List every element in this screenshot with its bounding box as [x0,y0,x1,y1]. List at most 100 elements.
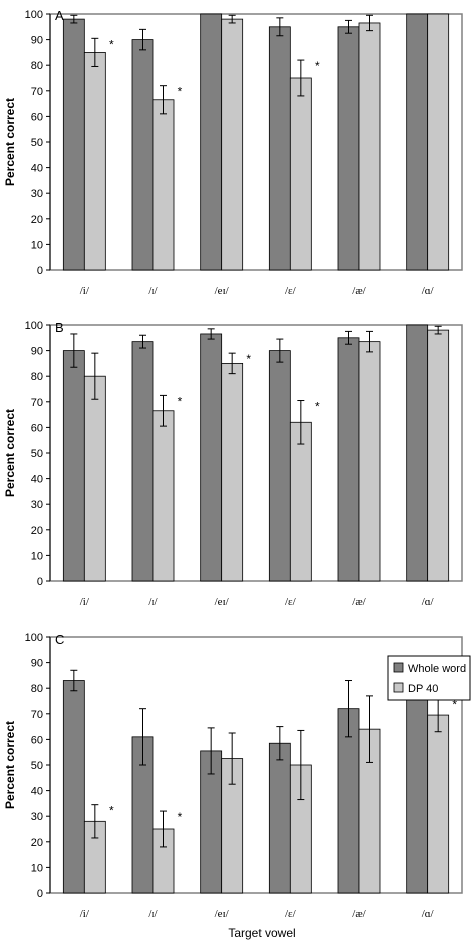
panel-label: B [55,320,64,335]
bar-whole-word [406,686,429,894]
bar-whole-word [62,680,85,894]
bar-dp40 [83,52,106,271]
bar-whole-word [406,13,429,271]
legend-swatch-dp40 [393,682,404,693]
y-tick-label: 70 [31,86,43,98]
bar-dp40 [427,13,450,271]
panel-label: C [55,632,64,647]
x-tick-label: /eɪ/ [215,908,230,920]
y-tick-label: 40 [31,786,43,798]
x-tick-label: /ɪ/ [148,908,158,920]
y-tick-label: 10 [31,239,43,251]
bar-dp40 [427,329,450,582]
bar-dp40 [289,77,312,271]
y-tick-label: 40 [31,163,43,175]
x-tick-label: /ɑ/ [422,908,435,920]
bar-dp40 [83,375,106,582]
x-axis-label: Target vowel [228,926,295,940]
y-tick-label: 40 [31,474,43,486]
y-tick-label: 20 [31,214,43,226]
y-tick-label: 90 [31,658,43,670]
x-tick-label: /ɛ/ [285,908,297,920]
y-tick-label: 60 [31,422,43,434]
bar-dp40 [152,99,175,271]
legend-label-whole-word: Whole word [408,663,466,675]
panel-label: A [55,8,64,23]
x-tick-label: /eɪ/ [215,596,230,608]
y-tick-label: 20 [31,837,43,849]
y-tick-label: 0 [37,576,43,588]
y-tick-label: 90 [31,35,43,47]
x-tick-label: /æ/ [352,285,366,297]
bar-whole-word [337,26,360,271]
bar-whole-word [200,333,223,582]
y-tick-label: 60 [31,111,43,123]
y-tick-label: 100 [25,320,43,332]
bar-dp40 [152,410,175,582]
x-tick-label: /æ/ [352,596,366,608]
bar-dp40 [427,714,450,894]
bar-whole-word [406,324,429,582]
panel-a: 0 10 20 30 40 50 60 70 80 90 100 * /i/ * /ɪ/ /eɪ/ * /ɛ/ /æ… [3,8,463,297]
bar-whole-word [131,39,154,271]
panel-b: 0 10 20 30 40 50 60 70 80 90 100/i/ * /ɪ/ * /eɪ/ * /ɛ/ /æ… [3,320,463,608]
y-tick-label: 80 [31,371,43,383]
bar-dp40 [221,18,244,271]
bar-whole-word [337,337,360,582]
y-tick-label: 10 [31,862,43,874]
y-tick-label: 100 [25,632,43,644]
y-axis-label: Percent correct [3,409,17,497]
y-tick-label: 70 [31,709,43,721]
significance-asterisk: * [246,352,251,366]
y-tick-label: 80 [31,683,43,695]
bar-dp40 [358,22,381,271]
bar-whole-word [62,350,85,582]
bar-whole-word [268,742,291,894]
bar-whole-word [131,341,154,582]
x-tick-label: /æ/ [352,908,366,920]
x-tick-label: /i/ [80,908,90,920]
y-tick-label: 20 [31,525,43,537]
y-tick-label: 10 [31,550,43,562]
x-tick-label: /i/ [80,285,90,297]
significance-asterisk: * [315,59,320,73]
bar-dp40 [358,341,381,582]
y-tick-label: 80 [31,60,43,72]
plot-frame [49,13,463,271]
x-tick-label: /ɪ/ [148,596,158,608]
y-tick-label: 60 [31,734,43,746]
significance-asterisk: * [452,697,457,711]
bar-whole-word [268,26,291,271]
plot-frame [49,324,463,582]
significance-asterisk: * [178,394,183,408]
bar-dp40 [221,362,244,582]
y-axis-label: Percent correct [3,98,17,186]
significance-asterisk: * [109,37,114,51]
x-tick-label: /i/ [80,596,90,608]
bar-whole-word [268,350,291,582]
y-axis-label: Percent correct [3,721,17,809]
significance-asterisk: * [315,400,320,414]
y-tick-label: 30 [31,811,43,823]
legend: Whole word DP 40 [387,655,471,701]
legend-swatch-whole-word [393,662,404,673]
y-tick-label: 70 [31,397,43,409]
y-tick-label: 30 [31,188,43,200]
y-tick-label: 50 [31,448,43,460]
x-tick-label: /eɪ/ [215,285,230,297]
significance-asterisk: * [178,85,183,99]
legend-label-dp40: DP 40 [408,683,438,695]
x-tick-label: /ɛ/ [285,596,297,608]
x-tick-label: /ɪ/ [148,285,158,297]
y-tick-label: 90 [31,346,43,358]
x-tick-label: /ɛ/ [285,285,297,297]
bar-whole-word [62,18,85,271]
significance-asterisk: * [109,804,114,818]
x-tick-label: /ɑ/ [422,285,435,297]
significance-asterisk: * [178,810,183,824]
panel-c: 0 10 20 30 40 50 60 70 80 90 100 * /i/ * /ɪ/ /eɪ/ /ɛ/ /æ/… [3,632,471,920]
bar-dp40 [289,421,312,582]
y-tick-label: 0 [37,265,43,277]
y-tick-label: 0 [37,888,43,900]
